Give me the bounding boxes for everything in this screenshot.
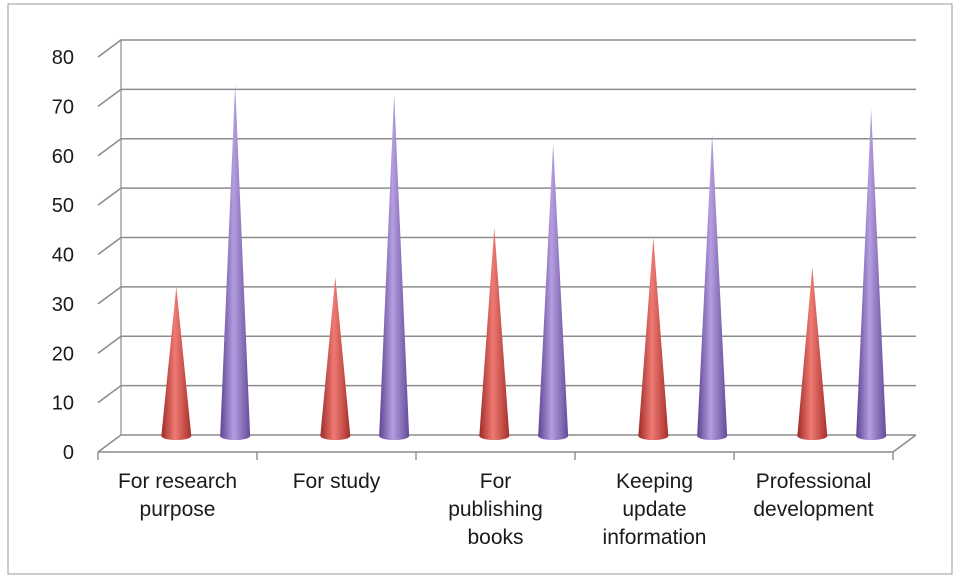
category-label-2: For study (293, 470, 381, 493)
y-tick-labels: 0 10 20 30 40 50 60 70 80 (52, 47, 74, 464)
cone-series-1-category-5 (797, 267, 828, 440)
cone-series-2-category-4 (697, 133, 728, 440)
cone-series-1-category-2 (320, 277, 351, 440)
axes (97, 40, 917, 460)
cone-series-1-category-4 (638, 237, 669, 440)
cone-series-2-category-3 (538, 143, 569, 440)
category-label-1: For research purpose (118, 470, 237, 521)
cone-series-2-category-1 (220, 84, 251, 440)
y-tick-label: 30 (52, 294, 74, 316)
floor-side-edge (892, 434, 917, 453)
cone-series-1-category-3 (479, 227, 510, 440)
y-tick-label: 70 (52, 96, 74, 118)
cone-series-1-category-1 (161, 286, 192, 440)
cone-series-2-category-2 (379, 94, 410, 440)
y-tick-label: 80 (52, 47, 74, 69)
y-tick-label: 10 (52, 393, 74, 415)
y-tick-label: 20 (52, 343, 74, 365)
y-tick-label: 50 (52, 195, 74, 217)
y-tick-label: 60 (52, 146, 74, 168)
chart-border (7, 3, 953, 575)
category-labels: For research purpose For study For publishin… (118, 470, 874, 549)
category-label-4: Keeping update information (603, 470, 707, 549)
data-cones (161, 84, 887, 440)
category-label-3: For publishing books (448, 470, 543, 549)
y-tick-label: 40 (52, 245, 74, 267)
y-tick-label: 0 (63, 442, 74, 464)
category-label-5: Professional development (753, 470, 873, 521)
cone-series-2-category-5 (856, 109, 887, 440)
